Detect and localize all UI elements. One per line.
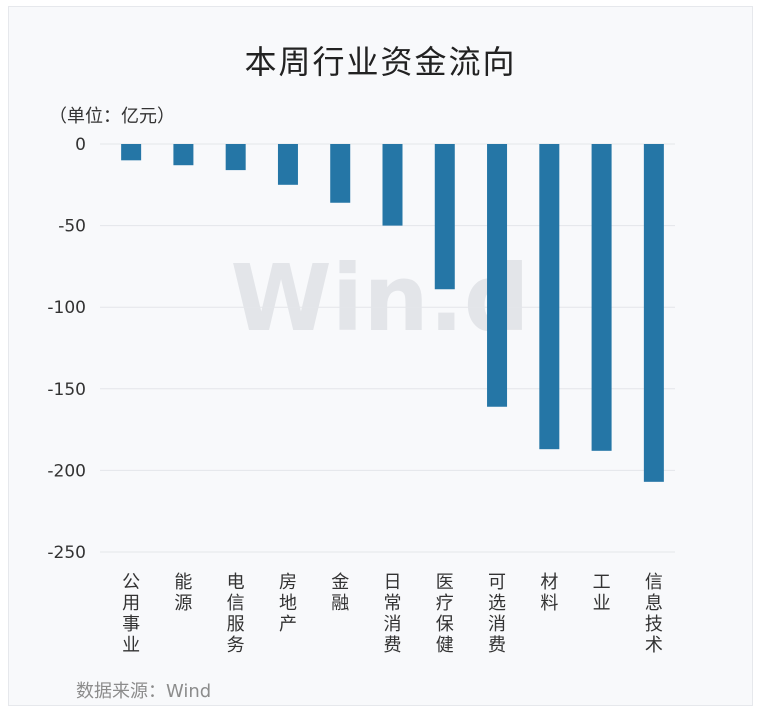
bar: [225, 144, 246, 171]
x-category-label: 信息技术: [645, 572, 663, 656]
x-category-label: 可选消费: [488, 572, 506, 656]
bar: [330, 144, 351, 203]
watermark-text: Win.d: [230, 245, 529, 352]
chart-title: 本周行业资金流向: [244, 43, 517, 81]
x-category-label: 电信服务: [227, 572, 245, 656]
y-tick-label: -250: [47, 543, 86, 563]
y-tick-label: -200: [47, 461, 86, 481]
y-tick-label: -100: [47, 298, 86, 318]
bar: [434, 144, 455, 290]
x-category-label: 能源: [174, 572, 192, 614]
x-category-label: 日常消费: [384, 572, 402, 656]
y-tick-label: -50: [58, 217, 86, 237]
unit-label: （单位：亿元）: [49, 106, 175, 127]
source-label: 数据来源：Wind: [76, 681, 212, 702]
bar: [539, 144, 560, 450]
y-tick-label: 0: [75, 135, 86, 155]
bar: [382, 144, 403, 226]
x-category-label: 工业: [593, 572, 611, 614]
x-category-label: 公用事业: [122, 572, 140, 656]
bar: [121, 144, 142, 161]
bar: [173, 144, 194, 166]
bar: [643, 144, 664, 482]
chart-card: 本周行业资金流向 （单位：亿元） 数据来源：Wind: [8, 6, 753, 706]
x-category-label: 房地产: [279, 572, 297, 635]
bar: [277, 144, 298, 185]
x-category-label: 材料: [540, 572, 558, 614]
x-category-label: 金融: [331, 572, 349, 614]
bar: [487, 144, 508, 407]
x-category-label: 医疗保健: [436, 572, 454, 656]
y-tick-label: -150: [47, 380, 86, 400]
bar: [591, 144, 612, 451]
